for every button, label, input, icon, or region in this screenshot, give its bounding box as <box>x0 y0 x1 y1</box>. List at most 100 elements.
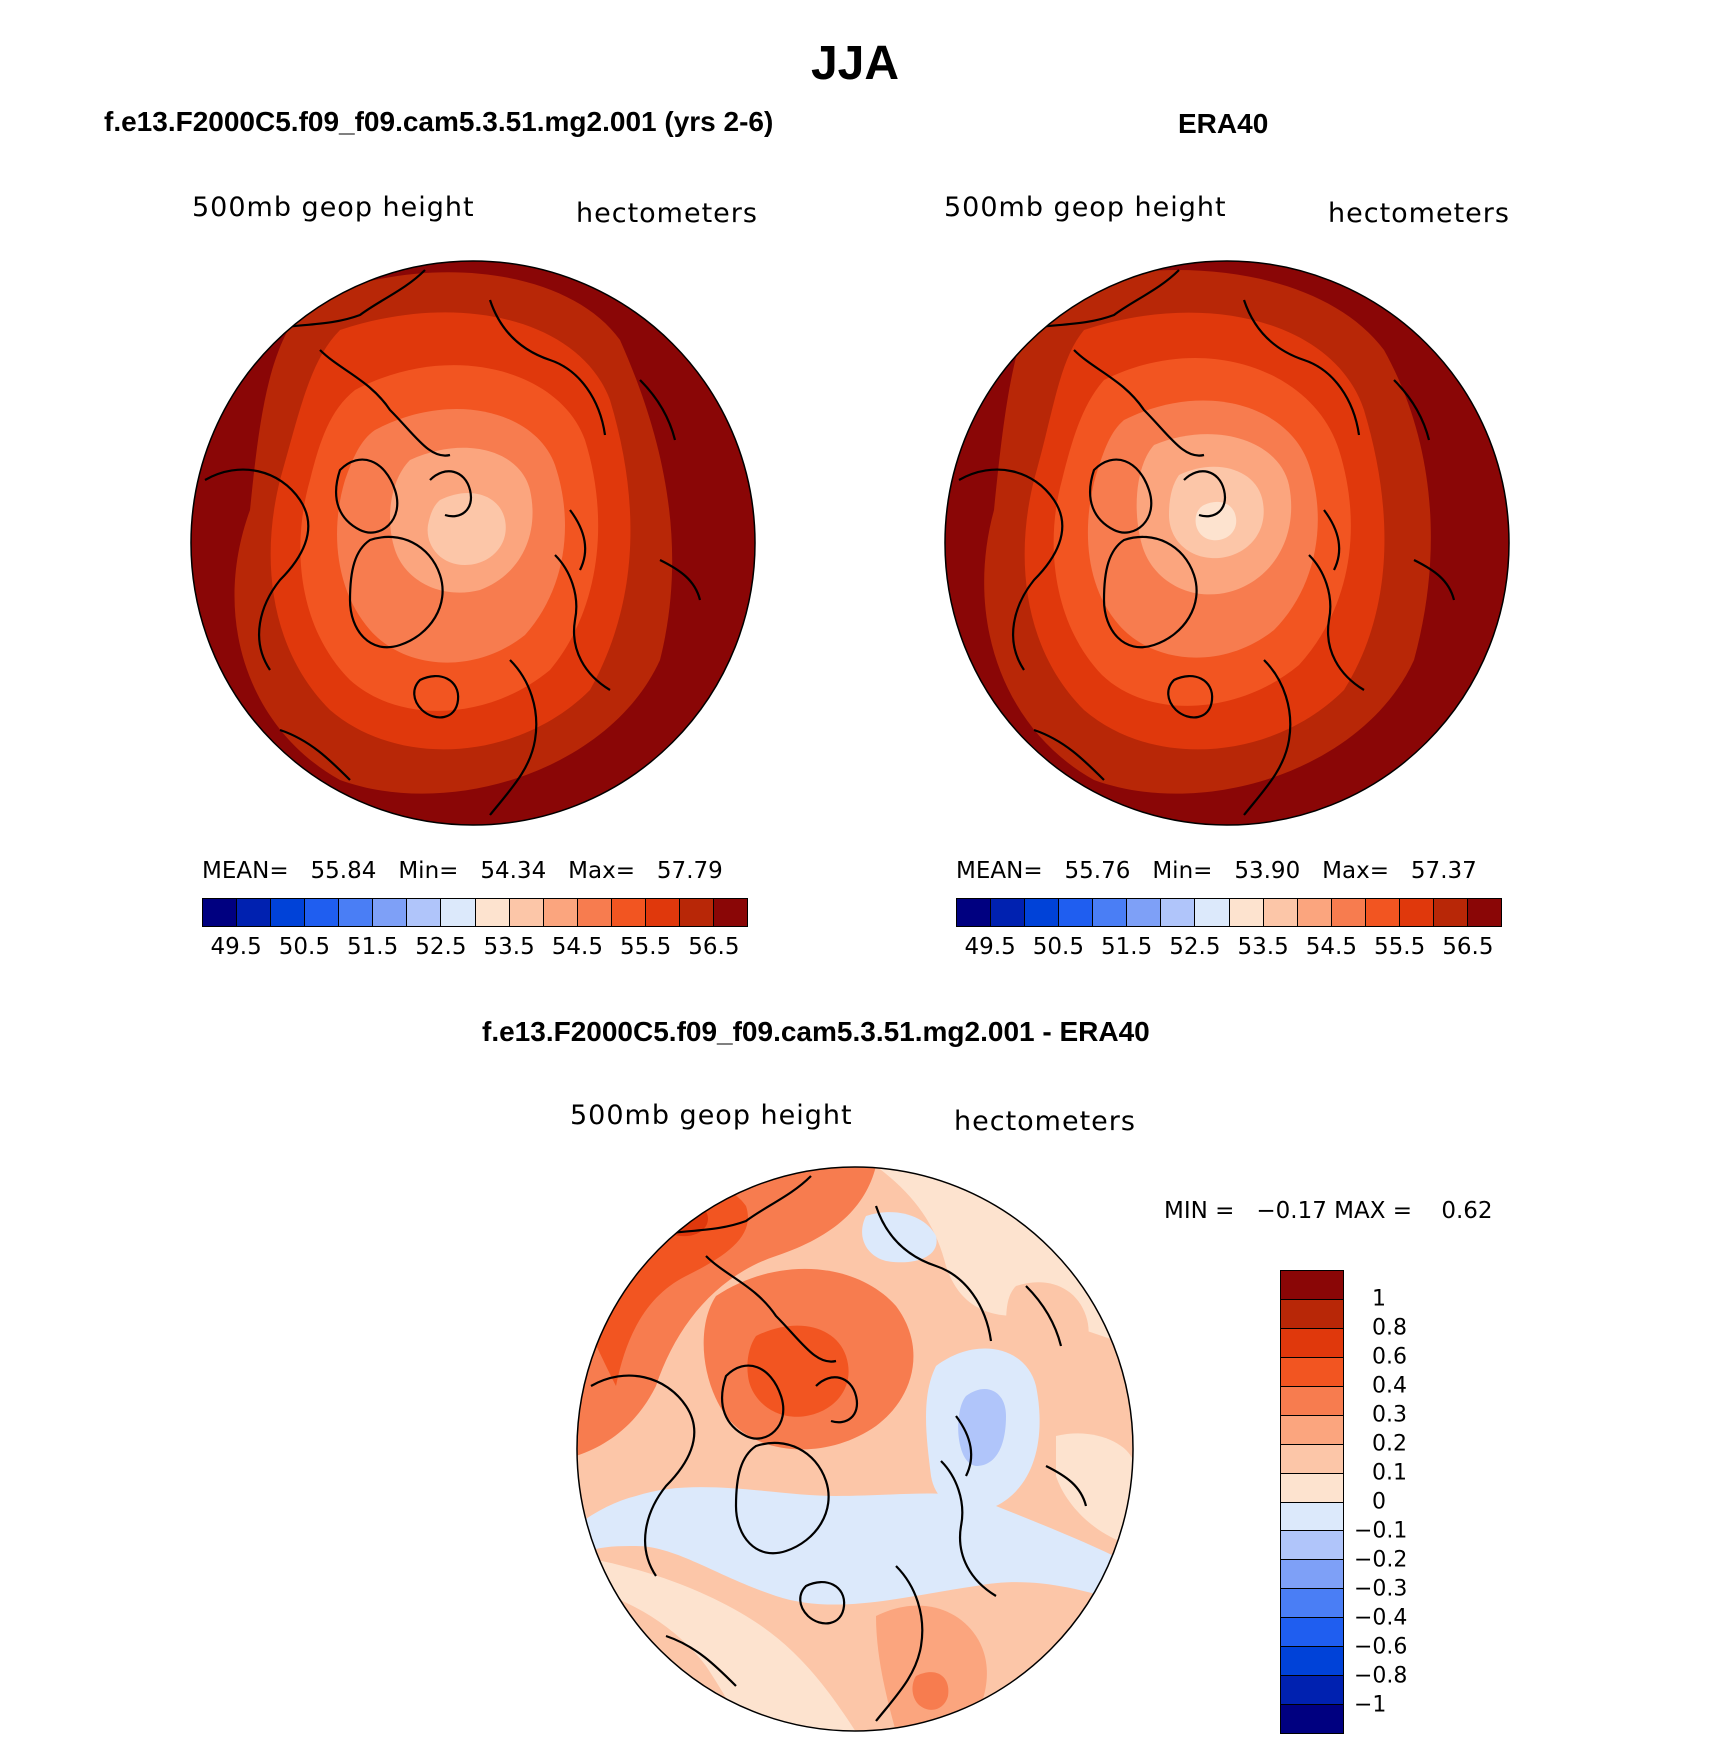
colorbar-tick-label: −0.8 <box>1354 1663 1408 1689</box>
colorbar-tick-label: 49.5 <box>210 934 262 960</box>
max-label: Max= <box>568 858 635 884</box>
colorbar-tick-label: 0.2 <box>1372 1431 1407 1457</box>
colorbar-swatch <box>1281 1705 1343 1733</box>
colorbar-swatch <box>1025 899 1060 926</box>
colorbar-tick-label: −1 <box>1354 1692 1387 1718</box>
colorbar-swatch <box>1195 899 1230 926</box>
colorbar-swatch <box>1263 899 1298 926</box>
colorbar-tick-label: 50.5 <box>1032 934 1084 960</box>
colorbar-swatch <box>1281 1299 1343 1329</box>
colorbar-swatch <box>203 899 238 926</box>
colorbar-era40 <box>956 898 1502 927</box>
variable-label-era40: 500mb geop height <box>944 192 1227 223</box>
stats-model: MEAN= 55.84 Min= 54.34 Max= 57.79 <box>202 858 723 884</box>
colorbar-swatch <box>441 899 476 926</box>
colorbar-swatch <box>1297 899 1332 926</box>
panel-title-model: f.e13.F2000C5.f09_f09.cam5.3.51.mg2.001 … <box>104 106 774 137</box>
colorbar-swatch <box>1281 1444 1343 1474</box>
min-value: 53.90 <box>1234 858 1301 884</box>
colorbar-swatch <box>713 899 747 926</box>
max-label: MAX = <box>1334 1198 1413 1224</box>
colorbar-tick-label: 53.5 <box>1237 934 1289 960</box>
mean-label: MEAN= <box>202 858 289 884</box>
colorbar-tick-label: 51.5 <box>1101 934 1153 960</box>
max-value: 0.62 <box>1441 1198 1493 1224</box>
colorbar-swatch <box>1365 899 1400 926</box>
panel-title-difference: f.e13.F2000C5.f09_f09.cam5.3.51.mg2.001 … <box>482 1016 1150 1047</box>
colorbar-tick-label: 0.6 <box>1372 1344 1407 1370</box>
colorbar-tick-label: 52.5 <box>415 934 467 960</box>
max-value: 57.37 <box>1410 858 1477 884</box>
colorbar-swatch <box>1281 1560 1343 1590</box>
colorbar-tick-label: 0.8 <box>1372 1315 1407 1341</box>
colorbar-swatch <box>305 899 340 926</box>
max-value: 57.79 <box>656 858 723 884</box>
colorbar-swatch <box>373 899 408 926</box>
min-label: MIN = <box>1164 1198 1235 1224</box>
panel-title-era40: ERA40 <box>1178 108 1269 139</box>
colorbar-tick-label: 50.5 <box>278 934 330 960</box>
colorbar-swatch <box>611 899 646 926</box>
colorbar-tick-label: 56.5 <box>688 934 740 960</box>
colorbar-swatch <box>1433 899 1468 926</box>
colorbar-tick-label: 54.5 <box>1305 934 1357 960</box>
figure-title: JJA <box>810 37 900 90</box>
colorbar-swatch <box>1161 899 1196 926</box>
colorbar-tick-label: 56.5 <box>1442 934 1494 960</box>
polar-map-model <box>190 260 756 826</box>
colorbar-swatch <box>475 899 510 926</box>
colorbar-swatch <box>679 899 714 926</box>
colorbar-swatch <box>1281 1271 1343 1300</box>
colorbar-tick-label: −0.2 <box>1354 1547 1408 1573</box>
polar-map-era40 <box>944 260 1510 826</box>
colorbar-swatch <box>957 899 992 926</box>
colorbar-tick-label: 1 <box>1372 1286 1386 1312</box>
colorbar-tick-label: 0 <box>1372 1489 1386 1515</box>
colorbar-tick-label: 0.1 <box>1372 1460 1407 1486</box>
variable-label-difference: 500mb geop height <box>570 1100 853 1131</box>
colorbar-tick-label: 49.5 <box>964 934 1016 960</box>
colorbar-swatch <box>543 899 578 926</box>
colorbar-tick-label: 0.3 <box>1372 1402 1407 1428</box>
colorbar-tick-label: 0.4 <box>1372 1373 1407 1399</box>
colorbar-swatch <box>271 899 306 926</box>
colorbar-tick-label: −0.6 <box>1354 1634 1408 1660</box>
colorbar-swatch <box>1281 1676 1343 1706</box>
colorbar-swatch <box>339 899 374 926</box>
colorbar-swatch <box>1059 899 1094 926</box>
colorbar-tick-label: −0.3 <box>1354 1576 1408 1602</box>
stats-era40: MEAN= 55.76 Min= 53.90 Max= 57.37 <box>956 858 1477 884</box>
colorbar-model <box>202 898 748 927</box>
colorbar-ticks-difference: 1 0.8 0.6 0.4 0.3 0.2 0.1 0 −0.1 −0.2 −0.3 −0.4 −0.6… <box>1354 1270 1444 1734</box>
colorbar-tick-label: 52.5 <box>1169 934 1221 960</box>
max-label: Max= <box>1322 858 1389 884</box>
colorbar-tick-label: 53.5 <box>483 934 535 960</box>
colorbar-swatch <box>1467 899 1501 926</box>
min-value: −0.17 <box>1256 1198 1327 1224</box>
mean-label: MEAN= <box>956 858 1043 884</box>
colorbar-tick-label: 54.5 <box>551 934 603 960</box>
colorbar-swatch <box>1281 1531 1343 1561</box>
min-label: Min= <box>1152 858 1213 884</box>
variable-label-model: 500mb geop height <box>192 192 475 223</box>
colorbar-tick-label: 55.5 <box>620 934 672 960</box>
colorbar-swatch <box>1281 1647 1343 1677</box>
colorbar-tick-label: −0.1 <box>1354 1518 1408 1544</box>
colorbar-swatch <box>1281 1386 1343 1416</box>
colorbar-swatch <box>237 899 272 926</box>
colorbar-swatch <box>1281 1589 1343 1619</box>
colorbar-swatch <box>645 899 680 926</box>
colorbar-swatch <box>1399 899 1434 926</box>
colorbar-swatch <box>1331 899 1366 926</box>
colorbar-swatch <box>1281 1618 1343 1648</box>
colorbar-swatch <box>1281 1415 1343 1445</box>
colorbar-swatch <box>1281 1357 1343 1387</box>
colorbar-swatch <box>1127 899 1162 926</box>
colorbar-tick-label: −0.4 <box>1354 1605 1408 1631</box>
colorbar-swatch <box>991 899 1026 926</box>
colorbar-swatch <box>1281 1502 1343 1532</box>
colorbar-swatch <box>1093 899 1128 926</box>
colorbar-swatch <box>577 899 612 926</box>
colorbar-swatch <box>1229 899 1264 926</box>
units-label-model: hectometers <box>576 198 758 229</box>
